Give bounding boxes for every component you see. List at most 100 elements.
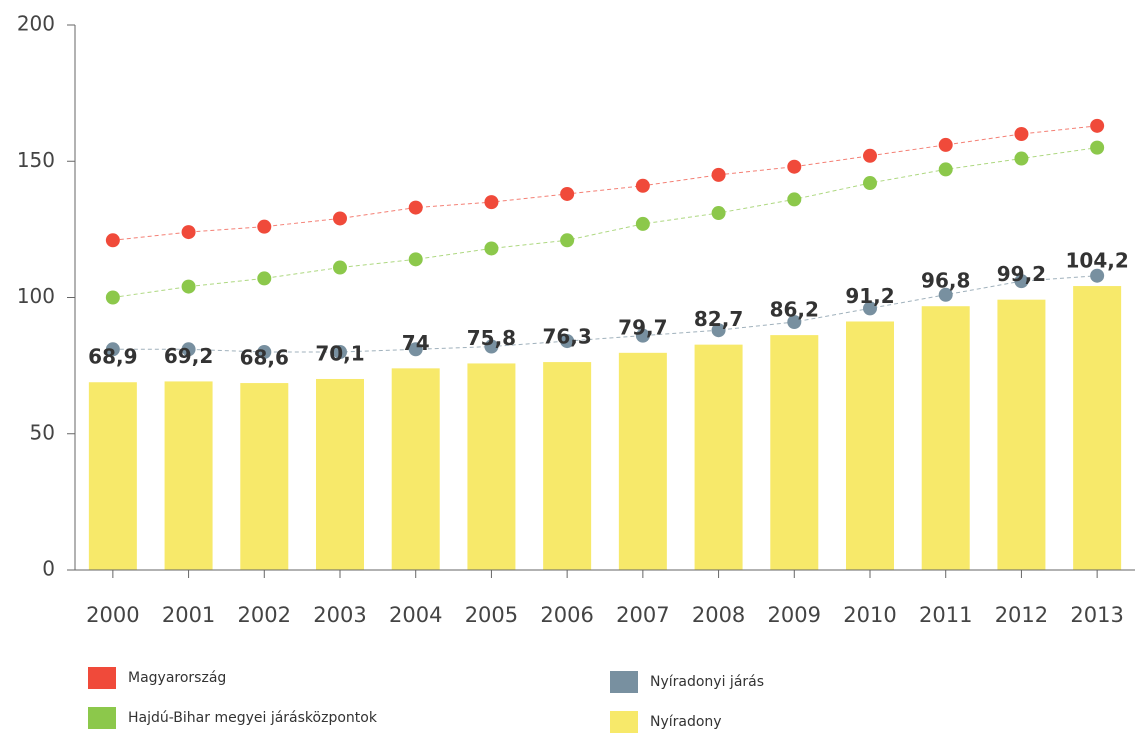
dot	[105, 290, 120, 305]
x-tick-label: 2012	[995, 603, 1048, 627]
dot	[635, 328, 650, 343]
value-label: 68,6	[240, 346, 289, 370]
bar	[240, 383, 289, 570]
bar	[1073, 286, 1122, 570]
dot	[711, 323, 726, 338]
value-label: 79,7	[618, 315, 667, 339]
dot	[635, 178, 650, 193]
bar	[543, 362, 592, 570]
value-label: 70,1	[315, 341, 364, 365]
dot	[787, 315, 802, 330]
dot	[560, 233, 575, 248]
dot	[938, 162, 953, 177]
legend-label: Nyíradony	[650, 714, 722, 730]
dot	[787, 159, 802, 174]
dot	[333, 211, 347, 226]
x-tick-label: 2010	[843, 603, 896, 627]
dot	[1014, 274, 1029, 289]
dot	[484, 195, 499, 210]
value-label: 82,7	[694, 307, 743, 331]
x-tick-label: 2007	[616, 603, 669, 627]
x-tick-label: 2008	[692, 603, 745, 627]
x-tick-label: 2009	[768, 603, 821, 627]
value-label: 99,2	[997, 262, 1046, 286]
dot	[863, 301, 877, 316]
dot	[408, 252, 423, 267]
x-tick-label: 2003	[313, 603, 366, 627]
dot	[560, 334, 575, 349]
dot	[333, 345, 347, 359]
dot	[408, 342, 423, 357]
value-label: 91,2	[845, 284, 894, 308]
bar	[88, 382, 137, 570]
bar	[770, 335, 819, 570]
trend-line	[112, 275, 1098, 353]
x-tick-label: 2004	[389, 603, 442, 627]
value-label: 68,9	[88, 345, 137, 369]
dot	[257, 345, 272, 359]
x-tick-label: 2001	[162, 603, 215, 627]
y-tick-label: 50	[30, 420, 55, 444]
legend-swatch	[610, 711, 638, 733]
bar	[694, 344, 743, 570]
x-tick-label: 2000	[86, 603, 139, 627]
y-tick-label: 200	[17, 12, 55, 36]
x-tick-label: 2011	[919, 603, 972, 627]
dot	[938, 287, 953, 302]
value-label: 104,2	[1066, 249, 1129, 273]
dot	[1014, 151, 1029, 166]
dot	[257, 219, 272, 234]
bar	[921, 306, 970, 570]
dot	[1090, 118, 1105, 133]
dot	[711, 206, 726, 221]
value-label: 96,8	[921, 269, 970, 293]
dot	[711, 167, 726, 182]
dot	[181, 342, 196, 357]
bar	[618, 352, 667, 570]
dot	[181, 225, 196, 240]
bar	[467, 363, 516, 570]
dot	[333, 260, 347, 275]
y-tick-label: 100	[17, 284, 55, 308]
dot	[863, 176, 877, 191]
legend-label: Nyíradonyi járás	[650, 674, 764, 690]
value-label: 75,8	[467, 326, 516, 350]
x-tick-label: 2005	[465, 603, 518, 627]
dot	[560, 186, 575, 201]
trend-line	[112, 125, 1098, 241]
bar	[391, 368, 440, 570]
bar	[997, 299, 1046, 570]
dot	[787, 192, 802, 207]
value-label: 76,3	[542, 325, 591, 349]
dot	[105, 233, 120, 248]
dot	[181, 279, 196, 294]
legend-swatch	[88, 667, 116, 689]
dot	[863, 148, 877, 163]
value-label: 74	[402, 331, 430, 355]
y-tick-label: 0	[42, 557, 55, 581]
bar	[846, 321, 894, 570]
dot	[484, 241, 499, 256]
legend-label: Magyarország	[128, 670, 226, 686]
dot	[257, 271, 272, 286]
value-label: 69,2	[164, 344, 213, 368]
dot	[938, 137, 953, 152]
dot	[635, 216, 650, 231]
dot	[1090, 268, 1105, 283]
y-tick-label: 150	[17, 148, 55, 172]
x-tick-label: 2002	[238, 603, 291, 627]
x-tick-label: 2013	[1070, 603, 1123, 627]
dot	[1090, 140, 1105, 155]
legend-label: Hajdú-Bihar megyei járásközpontok	[128, 710, 378, 726]
bar	[164, 381, 213, 570]
value-label: 86,2	[770, 298, 819, 322]
legend-swatch	[88, 707, 116, 729]
bar	[316, 378, 364, 570]
dot	[1014, 127, 1029, 141]
dot	[408, 200, 423, 215]
dot	[484, 339, 499, 354]
x-tick-label: 2006	[540, 603, 593, 627]
legend-swatch	[610, 671, 638, 693]
dot	[105, 342, 120, 357]
